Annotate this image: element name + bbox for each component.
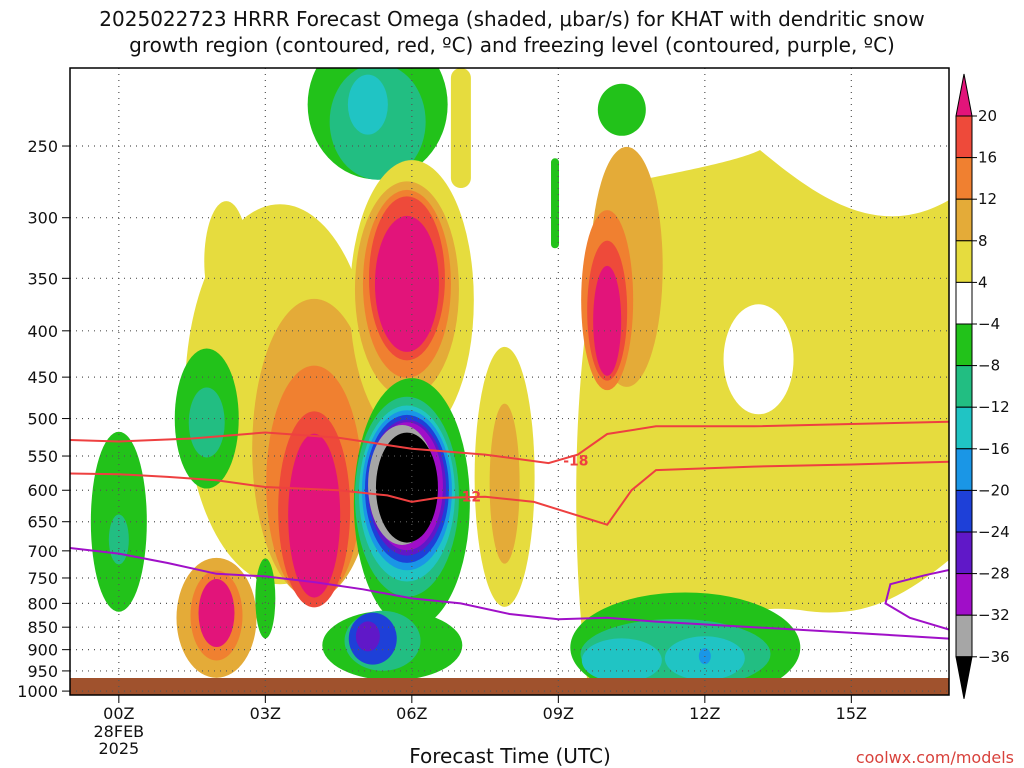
y-tick-label: 900 (27, 641, 58, 660)
colorbar-label: −24 (978, 523, 1010, 541)
omega-region-right-pos (576, 150, 949, 680)
colorbar-segment (955, 365, 973, 408)
colorbar-segment (955, 240, 973, 283)
y-tick-label: 300 (27, 209, 58, 228)
omega-region-lowright-neg-16a (581, 638, 662, 680)
colorbar-segment (955, 531, 973, 575)
temperature-contours: -18 -12 (70, 420, 949, 640)
colorbar-label: −32 (978, 606, 1010, 624)
colorbar-label: 12 (978, 190, 997, 208)
source-credit: coolwx.com/models (855, 748, 1014, 767)
y-tick-label: 650 (27, 513, 58, 532)
colorbar-label: 8 (978, 232, 988, 250)
colorbar-label: −4 (978, 315, 1000, 333)
dendritic-label-18: -18 (563, 453, 588, 469)
dendritic-label-12: -12 (456, 490, 481, 506)
omega-region-10z-pos-20 (593, 265, 622, 376)
colorbar-segment (955, 448, 973, 491)
x-tick-sublabel: 28FEB (94, 722, 145, 741)
x-tick-label: 06Z (396, 704, 427, 723)
colorbar-label: 4 (978, 273, 988, 291)
omega-region-right-hole (723, 304, 794, 415)
omega-region-far-left-neg-core (108, 514, 129, 565)
chart-title: 2025022723 HRRR Forecast Omega (shaded, … (0, 6, 1024, 58)
y-tick-label: 450 (27, 368, 58, 387)
omega-region-col-20 (288, 433, 341, 598)
y-tick-label: 700 (27, 542, 58, 561)
omega-region-left-pos-upper (204, 201, 249, 322)
colorbar-segment-top (955, 73, 973, 117)
y-tick-label: 400 (27, 322, 58, 341)
colorbar-segment-bottom (955, 656, 973, 699)
omega-region-top-streak (450, 68, 471, 188)
x-axis-title: Forecast Time (UTC) (409, 744, 611, 768)
pressure-axis-ticks: 250 300 350 400 450 500 550 600 650 700 750 800 850 9… (17, 137, 70, 701)
colorbar-segment (955, 614, 973, 658)
y-tick-label: 1000 (17, 682, 58, 701)
colorbar-label: −16 (978, 440, 1010, 458)
colorbar-segment (955, 198, 973, 242)
y-tick-label: 600 (27, 481, 58, 500)
omega-region-top-right-neg (597, 83, 646, 136)
colorbar-label: −36 (978, 648, 1010, 666)
omega-region-08z-pos-core (489, 403, 520, 564)
colorbar-segment (955, 406, 973, 450)
y-tick-label: 750 (27, 569, 58, 588)
ground-surface (70, 678, 949, 695)
y-tick-label: 950 (27, 662, 58, 681)
omega-region-mid-pos-20 (374, 215, 439, 352)
omega-region-upper-neg-core (347, 74, 388, 135)
freezing-level-contour-1 (884, 569, 949, 631)
omega-colorbar: 20 16 12 8 4 −4 −8 −12 −16 −20 −24 −28 −32 −36 (955, 73, 1010, 699)
y-tick-label: 550 (27, 447, 58, 466)
chart-title-line2: growth region (contoured, red, ºC) and f… (129, 33, 895, 57)
x-tick-label: 03Z (250, 704, 281, 723)
colorbar-segment (955, 157, 973, 200)
x-tick-sublabel: 2025 (98, 739, 139, 758)
omega-region-lowleft-pos-20 (198, 579, 235, 648)
colorbar-label: −20 (978, 481, 1010, 499)
colorbar-segment (955, 323, 973, 367)
grid-lines (70, 68, 949, 695)
omega-shading (90, 68, 949, 680)
omega-region-lowleft-neg-sliver (255, 558, 276, 639)
y-tick-label: 350 (27, 269, 58, 288)
freezing-level-contour-0 (70, 547, 949, 640)
dendritic-contour-0 (70, 420, 949, 465)
colorbar-label: 16 (978, 149, 997, 167)
colorbar-label: −8 (978, 357, 1000, 375)
colorbar-label: 20 (978, 107, 997, 125)
colorbar-segment (955, 281, 973, 325)
colorbar-label: −28 (978, 565, 1010, 583)
omega-region-09z-streak (551, 158, 560, 249)
colorbar-segment (955, 573, 973, 616)
omega-region-left-neg-upper-core (188, 387, 225, 458)
y-tick-label: 250 (27, 137, 58, 156)
y-tick-label: 850 (27, 618, 58, 637)
dendritic-contour-1 (70, 460, 949, 526)
colorbar-segment (955, 115, 973, 159)
chart-title-line1: 2025022723 HRRR Forecast Omega (shaded, … (99, 7, 925, 31)
y-tick-label: 800 (27, 594, 58, 613)
omega-region-low-sink-28 (355, 621, 380, 652)
omega-region-sink-core (375, 432, 438, 543)
ground-band (70, 678, 949, 695)
plot-border (69, 67, 950, 696)
x-tick-label: 15Z (836, 704, 867, 723)
colorbar-label: −12 (978, 398, 1010, 416)
y-tick-label: 500 (27, 410, 58, 429)
x-tick-label: 00Z (103, 704, 134, 723)
plot-frame (69, 67, 950, 696)
x-tick-label: 09Z (543, 704, 574, 723)
x-tick-label: 12Z (689, 704, 720, 723)
colorbar-segment (955, 489, 973, 533)
